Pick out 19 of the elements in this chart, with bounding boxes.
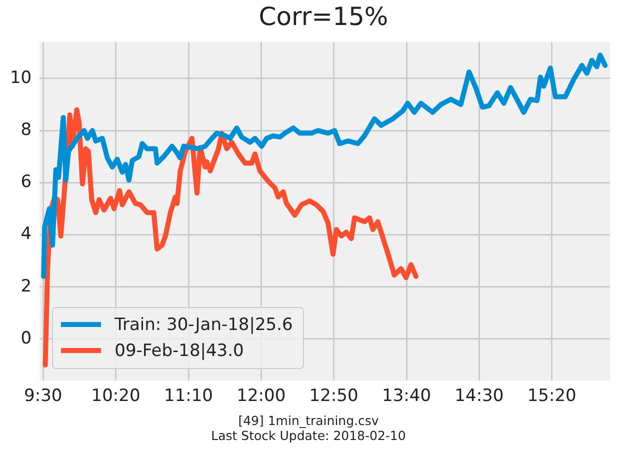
x-tick-label: 15:20 bbox=[527, 386, 576, 406]
text: Last Stock Update: 2018-02-10 bbox=[210, 428, 407, 443]
y-tick-label: 2 bbox=[20, 276, 32, 296]
text: [49] 1min_training.csv bbox=[237, 413, 380, 428]
x-tick-label: 14:30 bbox=[454, 386, 504, 406]
legend-label: 09-Feb-18|43.0 bbox=[114, 340, 244, 361]
y-tick-label: 6 bbox=[20, 172, 32, 192]
chart-title: Corr=15% bbox=[258, 2, 390, 31]
legend-label: Train: 30-Jan-18|25.6 bbox=[114, 314, 293, 335]
x-tick-label: 10:20 bbox=[91, 386, 140, 406]
y-tick-label: 4 bbox=[20, 224, 32, 244]
x-tick-label: 12:50 bbox=[309, 386, 358, 406]
x-tick-label: 11:10 bbox=[164, 386, 214, 406]
x-tick-label: 13:40 bbox=[382, 386, 432, 406]
x-tick-label: 9:30 bbox=[24, 386, 62, 406]
y-tick-label: 0 bbox=[20, 328, 32, 348]
y-tick-label: 8 bbox=[20, 120, 32, 140]
y-tick-label: 10 bbox=[10, 68, 32, 88]
x-tick-label: 12:00 bbox=[236, 386, 286, 406]
